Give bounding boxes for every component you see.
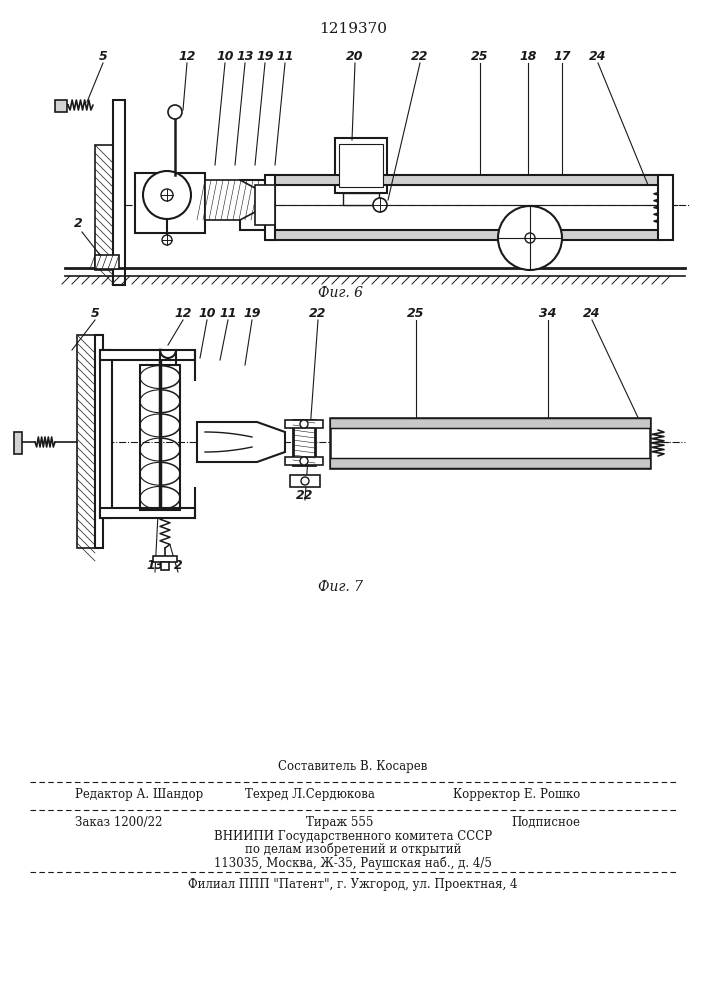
Polygon shape xyxy=(197,422,285,462)
Bar xyxy=(330,458,650,468)
Circle shape xyxy=(161,189,173,201)
Bar xyxy=(77,335,95,548)
Bar xyxy=(161,562,169,570)
Bar xyxy=(285,420,323,428)
Text: Фиг. 6: Фиг. 6 xyxy=(317,286,363,300)
Text: 22: 22 xyxy=(411,50,428,63)
Text: 5: 5 xyxy=(90,307,100,320)
Bar xyxy=(95,255,119,269)
Text: Филиал ППП "Патент", г. Ужгород, ул. Проектная, 4: Филиал ППП "Патент", г. Ужгород, ул. Про… xyxy=(188,878,518,891)
Text: 113035, Москва, Ж-35, Раушская наб., д. 4/5: 113035, Москва, Ж-35, Раушская наб., д. … xyxy=(214,856,492,869)
Bar xyxy=(240,180,270,230)
Text: Подписное: Подписное xyxy=(511,816,580,829)
Text: ВНИИПИ Государственного комитета СССР: ВНИИПИ Государственного комитета СССР xyxy=(214,830,492,843)
Text: 10: 10 xyxy=(198,307,216,320)
Bar xyxy=(100,350,195,360)
Circle shape xyxy=(162,235,172,245)
Bar xyxy=(255,185,275,225)
Bar xyxy=(330,418,650,468)
Text: 12: 12 xyxy=(174,307,192,320)
Bar xyxy=(330,418,650,428)
Text: 25: 25 xyxy=(407,307,425,320)
Text: 11: 11 xyxy=(219,307,237,320)
Text: 34: 34 xyxy=(539,307,556,320)
Bar xyxy=(100,508,195,518)
Text: 2: 2 xyxy=(74,217,83,230)
Circle shape xyxy=(373,198,387,212)
Text: 1219370: 1219370 xyxy=(319,22,387,36)
Bar xyxy=(100,350,112,518)
Bar xyxy=(339,144,383,187)
Bar xyxy=(343,193,379,205)
Text: 24: 24 xyxy=(583,307,601,320)
Bar xyxy=(290,475,320,487)
Circle shape xyxy=(525,233,535,243)
Bar xyxy=(14,432,22,454)
Bar xyxy=(293,420,315,465)
Text: 19: 19 xyxy=(243,307,261,320)
Text: Тираж 555: Тираж 555 xyxy=(306,816,374,829)
Circle shape xyxy=(143,171,191,219)
Text: 18: 18 xyxy=(519,50,537,63)
Bar xyxy=(153,556,177,562)
Text: 22: 22 xyxy=(296,489,314,502)
Text: 10: 10 xyxy=(216,50,234,63)
Text: 25: 25 xyxy=(472,50,489,63)
Text: 2: 2 xyxy=(174,559,182,572)
Text: Редактор А. Шандор: Редактор А. Шандор xyxy=(75,788,203,801)
Circle shape xyxy=(300,457,308,465)
Text: Корректор Е. Рошко: Корректор Е. Рошко xyxy=(452,788,580,801)
Bar xyxy=(140,365,180,510)
Text: Фиг. 7: Фиг. 7 xyxy=(317,580,363,594)
Text: 22: 22 xyxy=(309,307,327,320)
Text: 13: 13 xyxy=(146,559,164,572)
Text: 20: 20 xyxy=(346,50,363,63)
Text: 11: 11 xyxy=(276,50,293,63)
Text: 13: 13 xyxy=(236,50,254,63)
Bar xyxy=(55,100,67,112)
Circle shape xyxy=(301,477,309,485)
Circle shape xyxy=(168,105,182,119)
Text: по делам изобретений и открытий: по делам изобретений и открытий xyxy=(245,843,461,856)
Text: Составитель В. Косарев: Составитель В. Косарев xyxy=(279,760,428,773)
Polygon shape xyxy=(205,180,260,220)
Bar xyxy=(135,173,205,233)
Circle shape xyxy=(498,206,562,270)
Text: Техред Л.Сердюкова: Техред Л.Сердюкова xyxy=(245,788,375,801)
Bar xyxy=(285,457,323,465)
Bar xyxy=(95,335,103,548)
Text: 5: 5 xyxy=(98,50,107,63)
Text: 24: 24 xyxy=(589,50,607,63)
Bar xyxy=(335,138,387,193)
Text: Заказ 1200/22: Заказ 1200/22 xyxy=(75,816,163,829)
Bar xyxy=(270,230,660,240)
Bar xyxy=(270,175,660,185)
Circle shape xyxy=(300,420,308,428)
Text: 17: 17 xyxy=(554,50,571,63)
Bar xyxy=(658,175,673,240)
Bar xyxy=(265,175,275,240)
Text: 12: 12 xyxy=(178,50,196,63)
Bar xyxy=(95,145,113,270)
Bar xyxy=(113,100,125,285)
Text: 19: 19 xyxy=(256,50,274,63)
